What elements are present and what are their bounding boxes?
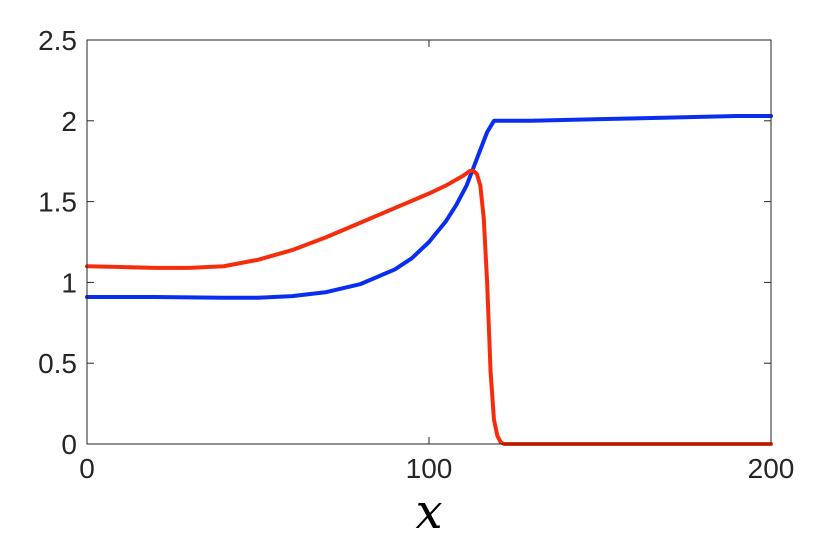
x-tick-label: 0 [79, 453, 95, 484]
x-tick-label: 100 [406, 453, 453, 484]
y-tick-label: 2.5 [38, 25, 77, 56]
y-tick-label: 0.5 [38, 348, 77, 379]
series-line-blue [85, 113, 773, 300]
series-layer [85, 113, 773, 446]
series-line-red [85, 168, 773, 446]
y-tick-label: 1.5 [38, 187, 77, 218]
x-axis-label: x [415, 484, 442, 539]
y-tick-label: 0 [61, 429, 77, 460]
y-tick-label: 1 [61, 267, 77, 298]
y-tick-label: 2 [61, 106, 77, 137]
tick-layer: 0 100 200 0 0.5 1 1.5 2 2.5 [38, 25, 794, 484]
x-tick-label: 200 [748, 453, 795, 484]
